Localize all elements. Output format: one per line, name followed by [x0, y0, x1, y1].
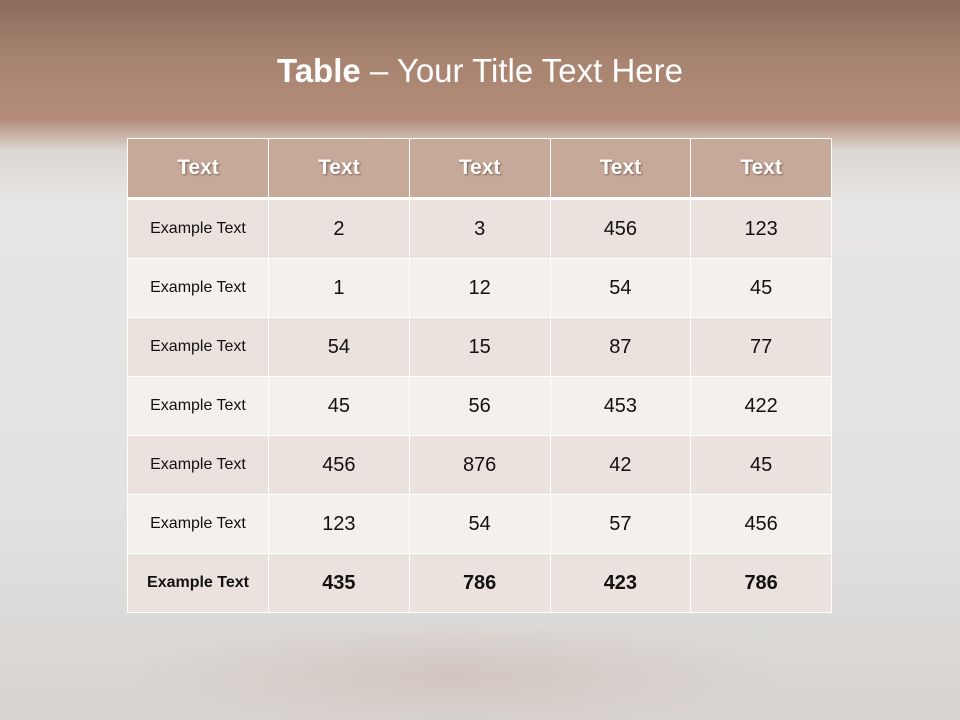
table-cell: 786 — [408, 553, 551, 613]
row-label: Example Text — [127, 258, 269, 318]
table-cell: 786 — [690, 553, 832, 613]
table-cell: 423 — [549, 553, 692, 613]
table-cell: 1 — [268, 258, 410, 318]
row-label: Example Text — [127, 198, 269, 259]
table-row: Example Text 2 3 456 123 — [127, 198, 832, 259]
data-table: Text Text Text Text Text Example Text 2 3 456 12… — [127, 138, 832, 613]
table-cell: 3 — [408, 198, 551, 259]
row-label: Example Text — [127, 317, 269, 377]
column-header: Text — [268, 138, 410, 200]
table-row: Example Text 45 56 453 422 — [127, 376, 832, 436]
table-cell: 54 — [268, 317, 410, 377]
title-rest: – Your Title Text Here — [360, 52, 683, 89]
table-row: Example Text 123 54 57 456 — [127, 494, 832, 554]
table-cell: 453 — [549, 376, 692, 436]
table-cell: 54 — [549, 258, 692, 318]
column-header: Text — [549, 138, 692, 200]
table-row: Example Text 1 12 54 45 — [127, 258, 832, 318]
total-row: Example Text 435 786 423 786 — [127, 553, 832, 613]
row-label: Example Text — [127, 553, 269, 613]
table-cell: 123 — [690, 198, 832, 259]
table-cell: 57 — [549, 494, 692, 554]
table-cell: 45 — [690, 435, 832, 495]
table-cell: 12 — [408, 258, 551, 318]
background-photo — [130, 610, 850, 720]
row-label: Example Text — [127, 435, 269, 495]
table-cell: 2 — [268, 198, 410, 259]
table-cell: 87 — [549, 317, 692, 377]
row-label: Example Text — [127, 376, 269, 436]
table-cell: 876 — [408, 435, 551, 495]
column-header: Text — [408, 138, 551, 200]
table-cell: 422 — [690, 376, 832, 436]
table-row: Example Text 54 15 87 77 — [127, 317, 832, 377]
header-row: Text Text Text Text Text — [127, 138, 832, 200]
title-bold: Table — [277, 52, 361, 89]
table-cell: 45 — [268, 376, 410, 436]
table-cell: 56 — [408, 376, 551, 436]
table-row: Example Text 456 876 42 45 — [127, 435, 832, 495]
table-cell: 45 — [690, 258, 832, 318]
table-cell: 456 — [549, 198, 692, 259]
table-cell: 123 — [268, 494, 410, 554]
row-label: Example Text — [127, 494, 269, 554]
slide-title: Table – Your Title Text Here — [0, 52, 960, 90]
table-cell: 15 — [408, 317, 551, 377]
table-cell: 456 — [690, 494, 832, 554]
table-cell: 435 — [268, 553, 410, 613]
column-header: Text — [690, 138, 832, 200]
table-cell: 42 — [549, 435, 692, 495]
column-header: Text — [127, 138, 269, 200]
table-cell: 456 — [268, 435, 410, 495]
table-cell: 77 — [690, 317, 832, 377]
table-cell: 54 — [408, 494, 551, 554]
